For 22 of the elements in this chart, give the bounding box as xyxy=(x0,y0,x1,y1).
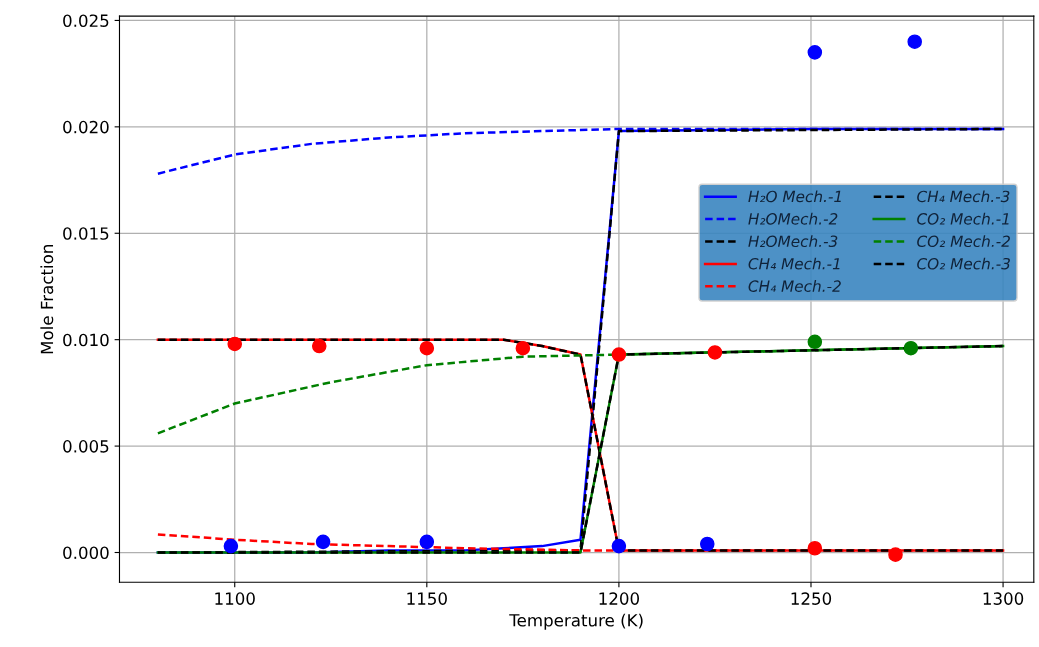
x-tick-label: 1300 xyxy=(983,592,1024,605)
legend-label: CO₂ Mech.-3 xyxy=(917,257,1010,270)
y-axis-title: Mole Fraction xyxy=(40,245,54,354)
legend-label: CH₄ Mech.-2 xyxy=(748,280,841,292)
x-axis-title: Temperature (K) xyxy=(509,613,643,630)
y-tick-label: 0.005 xyxy=(63,440,109,453)
legend-label: CH₄ Mech.-3 xyxy=(917,190,1010,203)
legend-label: H₂OMech.-2 xyxy=(748,212,838,225)
x-tick-label: 1100 xyxy=(215,592,255,605)
legend-label: H₂O Mech.-1 xyxy=(748,190,841,203)
y-tick-label: 0.020 xyxy=(63,120,109,134)
x-tick-label: 1200 xyxy=(599,592,639,605)
y-tick-label: 0.025 xyxy=(63,14,109,27)
y-tick-label: 0.000 xyxy=(63,546,109,560)
legend-label: CO₂ Mech.-1 xyxy=(917,212,1009,225)
y-tick-label: 0.015 xyxy=(63,227,109,240)
legend-label: CH₄ Mech.-1 xyxy=(748,257,840,270)
x-tick-label: 1150 xyxy=(407,592,447,605)
legend-label: CO₂ Mech.-2 xyxy=(917,235,1010,248)
x-tick-label: 1250 xyxy=(791,592,832,605)
y-tick-label: 0.010 xyxy=(63,333,109,347)
legend-label: H₂OMech.-3 xyxy=(748,235,838,248)
